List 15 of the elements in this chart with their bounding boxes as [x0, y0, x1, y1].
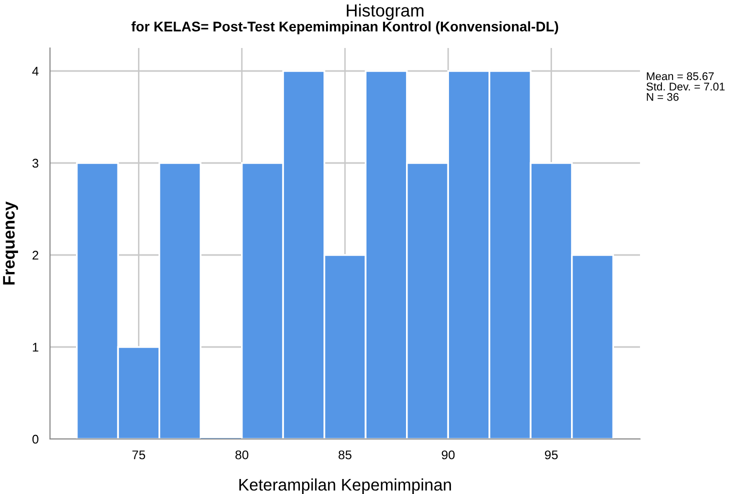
y-tick-label: 1 [32, 342, 38, 352]
y-tick-label: 4 [32, 66, 39, 76]
y-tick-label: 3 [32, 158, 38, 168]
chart-title: Histogram [346, 4, 424, 20]
text: Mean = 85.67 Std. Dev. = 7.01 N = 36 [646, 72, 725, 101]
chart-subtitle: for KELAS= Post-Test Kepemimpinan Kontrol (Konvensional-DL) [131, 21, 558, 34]
x-tick-label: 75 [132, 450, 146, 460]
x-axis-title: Keterampilan Kepemimpinan [239, 478, 451, 494]
y-axis-title: Frequency [3, 201, 18, 285]
x-tick-label: 95 [544, 450, 558, 460]
x-tick-label: 80 [235, 450, 248, 460]
x-tick-label: 85 [338, 450, 352, 460]
y-tick-label: 2 [32, 250, 38, 260]
x-tick-label: 90 [442, 450, 455, 460]
y-tick-label: 0 [32, 434, 38, 444]
